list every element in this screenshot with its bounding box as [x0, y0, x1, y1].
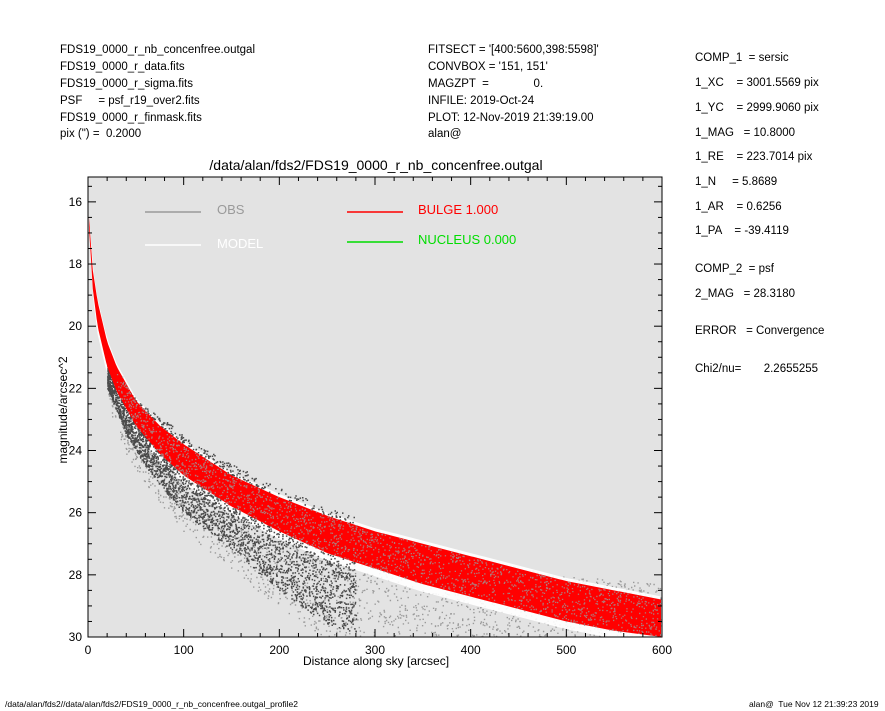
data-layer	[88, 217, 662, 637]
legend: OBS MODEL BULGE 1.000 NUCLEUS 0.000	[145, 202, 516, 251]
pixel-scale: pix (") = 0.2000	[60, 128, 142, 140]
x-tick-label: 200	[269, 643, 289, 657]
plot-date: PLOT: 12-Nov-2019 21:39:19.00	[428, 112, 594, 124]
footer-path: /data/alan/fds2//data/alan/fds2/FDS19_00…	[5, 699, 298, 709]
axes: 0 100 200 300 400 500 600 16 18 20 22 24 26 28 30	[69, 176, 672, 657]
y-tick-label: 24	[69, 444, 83, 458]
psf-file: PSF = psf_r19_over2.fits	[60, 95, 200, 107]
x-tick-label: 400	[461, 643, 481, 657]
mask-file: FDS19_0000_r_finmask.fits	[60, 112, 202, 124]
x-tick-label: 300	[365, 643, 385, 657]
footer-timestamp: alan@ Tue Nov 12 21:39:23 2019	[749, 699, 879, 709]
x-axis-label: Distance along sky [arcsec]	[302, 654, 450, 668]
param-ar: 1_AR = 0.6256	[695, 201, 782, 213]
y-axis-label: magnitude/arcsec^2	[56, 356, 70, 464]
param-xc: 1_XC = 3001.5569 pix	[695, 77, 819, 89]
convbox: CONVBOX = '151, 151'	[428, 61, 548, 73]
y-tick-label: 22	[69, 381, 83, 395]
plot-area	[88, 177, 662, 637]
y-tick-label: 16	[69, 195, 83, 209]
model-file: FDS19_0000_r_nb_concenfree.outgal	[60, 44, 256, 56]
legend-label: MODEL	[217, 236, 263, 251]
magzpt: MAGZPT = 0.	[428, 78, 544, 90]
bulge-band	[88, 217, 662, 637]
param-comp1: COMP_1 = sersic	[695, 52, 789, 64]
legend-label: OBS	[217, 202, 245, 217]
fitsect: FITSECT = '[400:5600,398:5598]'	[428, 44, 599, 56]
y-tick-label: 28	[69, 568, 83, 582]
param-mag2: 2_MAG = 28.3180	[695, 288, 796, 300]
x-tick-label: 0	[85, 643, 92, 657]
user: alan@	[428, 128, 462, 140]
infile-date: INFILE: 2019-Oct-24	[428, 95, 535, 107]
legend-label: NUCLEUS 0.000	[418, 232, 516, 247]
param-re: 1_RE = 223.7014 pix	[695, 151, 813, 163]
data-file: FDS19_0000_r_data.fits	[60, 61, 185, 73]
param-n: 1_N = 5.8689	[695, 176, 778, 188]
y-tick-label: 26	[69, 506, 83, 520]
x-tick-label: 600	[652, 643, 672, 657]
x-tick-label: 100	[174, 643, 194, 657]
x-tick-label: 500	[556, 643, 576, 657]
param-mag: 1_MAG = 10.8000	[695, 127, 796, 139]
y-tick-label: 30	[69, 630, 83, 644]
param-chi2: Chi2/nu= 2.2655255	[695, 363, 819, 375]
y-tick-label: 18	[69, 257, 83, 271]
y-tick-label: 20	[69, 319, 83, 333]
param-comp2: COMP_2 = psf	[695, 263, 774, 275]
sigma-file: FDS19_0000_r_sigma.fits	[60, 78, 193, 90]
param-yc: 1_YC = 2999.9060 pix	[695, 102, 819, 114]
legend-label: BULGE 1.000	[418, 202, 498, 217]
param-error: ERROR = Convergence	[695, 325, 825, 337]
param-pa: 1_PA = -39.4119	[695, 225, 789, 237]
obs-overlap-points	[116, 374, 662, 637]
chart-title: /data/alan/fds2/FDS19_0000_r_nb_concenfr…	[209, 157, 543, 173]
